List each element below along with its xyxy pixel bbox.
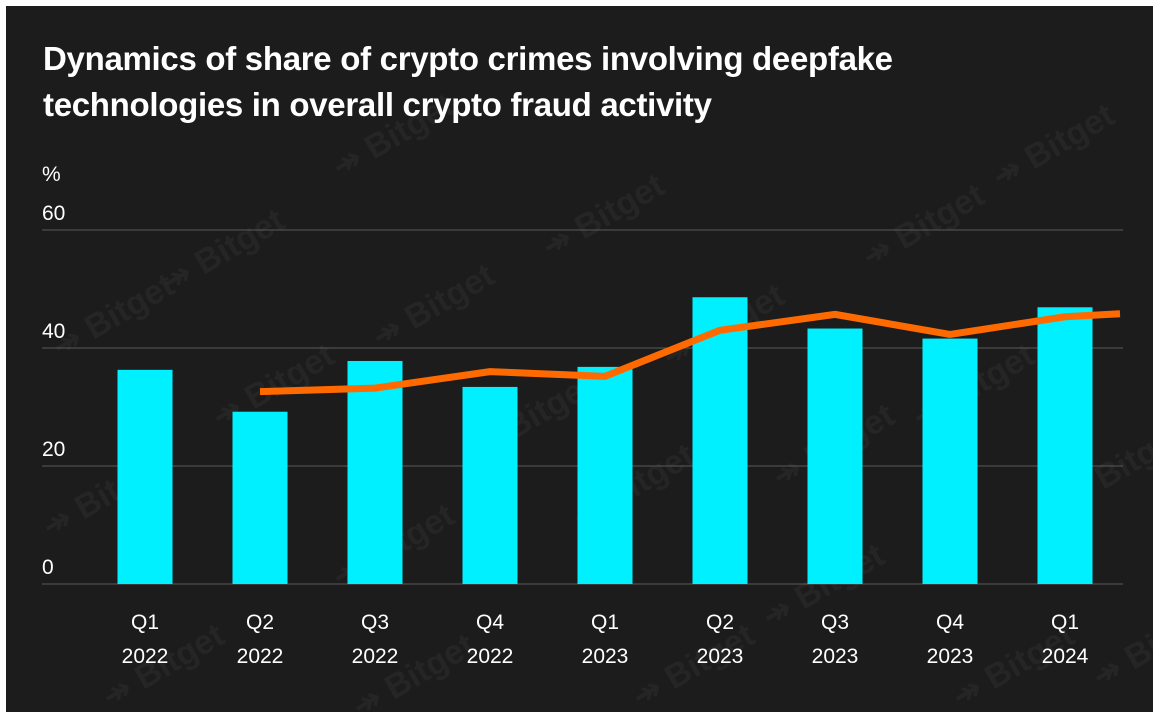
x-tick-label-year-1: 2022 — [237, 645, 284, 668]
chart-frame: ↠ Bitget↠ Bitget↠ Bitget↠ Bitget↠ Bitget… — [6, 6, 1153, 712]
y-axis-unit-label: % — [42, 163, 61, 186]
bar-0 — [117, 369, 173, 584]
x-tick-label-quarter-5: Q2 — [706, 611, 734, 634]
bar-1 — [232, 411, 288, 584]
bar-6 — [807, 328, 863, 584]
bar-5 — [692, 297, 748, 584]
x-tick-label-year-7: 2023 — [927, 645, 974, 668]
x-tick-label-quarter-8: Q1 — [1051, 611, 1079, 634]
x-tick-label-year-8: 2024 — [1042, 645, 1089, 668]
y-tick-label-40: 40 — [42, 320, 65, 343]
x-tick-label-year-2: 2022 — [352, 645, 399, 668]
trend-line — [259, 310, 1121, 396]
y-tick-label-20: 20 — [42, 438, 65, 461]
x-tick-label-quarter-2: Q3 — [361, 611, 389, 634]
x-tick-label-quarter-6: Q3 — [821, 611, 849, 634]
x-tick-label-year-6: 2023 — [812, 645, 859, 668]
bar-7 — [922, 338, 978, 584]
x-tick-label-quarter-7: Q4 — [936, 611, 964, 634]
x-tick-label-quarter-3: Q4 — [476, 611, 504, 634]
x-tick-label-quarter-4: Q1 — [591, 611, 619, 634]
bar-line-chart: % 0 20 40 60 Q1 2022 Q2 2022 Q3 2022 Q4 2022 Q1 2023 Q2… — [42, 163, 1123, 668]
x-tick-label-year-5: 2023 — [697, 645, 744, 668]
bar-8 — [1037, 307, 1093, 584]
bar-4 — [577, 366, 633, 584]
y-tick-label-0: 0 — [42, 556, 54, 579]
x-tick-label-quarter-0: Q1 — [131, 611, 159, 634]
bar-3 — [462, 386, 518, 584]
y-tick-label-60: 60 — [42, 202, 65, 225]
x-tick-label-quarter-1: Q2 — [246, 611, 274, 634]
x-tick-label-year-0: 2022 — [122, 645, 169, 668]
x-tick-label-year-4: 2023 — [582, 645, 629, 668]
x-tick-label-year-3: 2022 — [467, 645, 514, 668]
chart-title: Dynamics of share of crypto crimes invol… — [43, 40, 893, 123]
bar-2 — [347, 360, 403, 584]
